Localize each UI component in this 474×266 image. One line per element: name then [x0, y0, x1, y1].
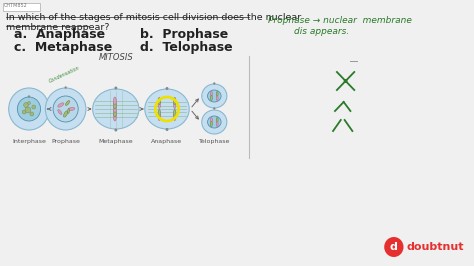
- Ellipse shape: [173, 110, 176, 117]
- Ellipse shape: [53, 96, 78, 122]
- Ellipse shape: [202, 110, 227, 134]
- Ellipse shape: [202, 84, 227, 108]
- Ellipse shape: [216, 95, 218, 101]
- Ellipse shape: [158, 98, 161, 105]
- Circle shape: [64, 86, 67, 89]
- Ellipse shape: [65, 101, 70, 105]
- Ellipse shape: [9, 88, 49, 130]
- Ellipse shape: [208, 116, 221, 128]
- Ellipse shape: [158, 110, 161, 117]
- Circle shape: [25, 107, 31, 113]
- Ellipse shape: [208, 90, 221, 102]
- Ellipse shape: [173, 102, 176, 109]
- Text: In which of the stages of mitosis cell division does the nuclear: In which of the stages of mitosis cell d…: [6, 13, 301, 22]
- Ellipse shape: [64, 111, 68, 117]
- Ellipse shape: [46, 88, 86, 130]
- Circle shape: [165, 128, 168, 131]
- Circle shape: [114, 128, 117, 131]
- Circle shape: [22, 110, 26, 114]
- Circle shape: [27, 102, 30, 105]
- FancyBboxPatch shape: [3, 3, 40, 11]
- Ellipse shape: [58, 103, 64, 107]
- Text: d: d: [390, 242, 398, 252]
- Text: Anaphase: Anaphase: [151, 139, 182, 144]
- Ellipse shape: [113, 105, 116, 113]
- Ellipse shape: [145, 89, 189, 129]
- Text: Telophase: Telophase: [199, 139, 230, 144]
- Text: doubtnut: doubtnut: [406, 242, 464, 252]
- Ellipse shape: [210, 118, 212, 123]
- Circle shape: [344, 79, 347, 83]
- Circle shape: [114, 86, 117, 89]
- Ellipse shape: [18, 97, 41, 121]
- Ellipse shape: [68, 107, 75, 111]
- Text: a.  Anaphase: a. Anaphase: [14, 28, 105, 41]
- Ellipse shape: [113, 113, 116, 121]
- Circle shape: [24, 102, 28, 107]
- Text: MITOSIS: MITOSIS: [99, 53, 133, 62]
- Text: b.  Prophase: b. Prophase: [140, 28, 228, 41]
- Ellipse shape: [158, 114, 161, 120]
- Ellipse shape: [58, 110, 62, 114]
- Ellipse shape: [113, 109, 116, 117]
- Text: c.  Metaphase: c. Metaphase: [14, 41, 112, 54]
- Ellipse shape: [113, 97, 116, 105]
- Ellipse shape: [210, 92, 212, 97]
- Text: dis appears.: dis appears.: [294, 27, 350, 36]
- Ellipse shape: [113, 101, 116, 109]
- Text: Interphase: Interphase: [12, 139, 46, 144]
- Circle shape: [32, 105, 36, 109]
- Text: Condensation: Condensation: [48, 65, 81, 84]
- Circle shape: [213, 107, 216, 110]
- Text: Prophase → nuclear  membrane: Prophase → nuclear membrane: [268, 16, 412, 25]
- Text: membrane reappear?: membrane reappear?: [6, 23, 109, 32]
- Circle shape: [213, 82, 216, 85]
- Circle shape: [384, 237, 403, 257]
- Ellipse shape: [210, 95, 212, 101]
- Ellipse shape: [173, 114, 176, 120]
- Text: CHТМ852: CHТМ852: [4, 3, 27, 8]
- Text: d.  Telophase: d. Telophase: [140, 41, 233, 54]
- Circle shape: [28, 95, 30, 98]
- Ellipse shape: [173, 98, 176, 105]
- Ellipse shape: [67, 109, 70, 114]
- Text: Prophase: Prophase: [51, 139, 80, 144]
- Ellipse shape: [216, 118, 218, 123]
- Ellipse shape: [216, 92, 218, 97]
- Text: Metaphase: Metaphase: [99, 139, 133, 144]
- Ellipse shape: [158, 102, 161, 109]
- Circle shape: [165, 87, 168, 90]
- Ellipse shape: [216, 122, 218, 127]
- Circle shape: [30, 112, 34, 116]
- Ellipse shape: [93, 89, 139, 129]
- Ellipse shape: [210, 122, 212, 127]
